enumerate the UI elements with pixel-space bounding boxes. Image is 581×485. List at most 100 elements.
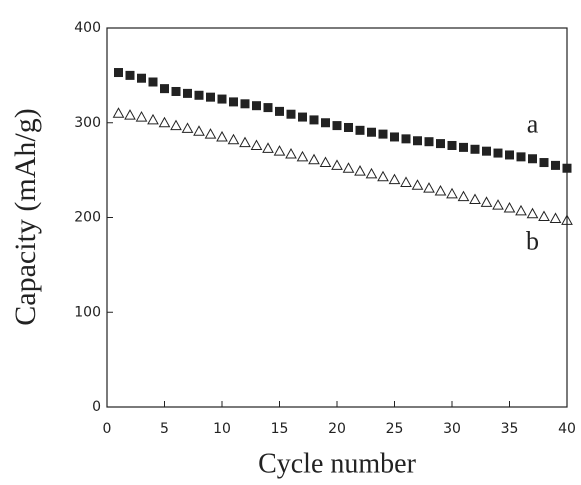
point	[147, 113, 159, 125]
point	[515, 204, 527, 216]
point	[286, 109, 296, 119]
point	[160, 84, 169, 94]
point	[183, 88, 192, 98]
point	[528, 154, 537, 164]
x-axis-title: Cycle number	[258, 448, 417, 479]
point	[135, 111, 148, 122]
point	[250, 139, 263, 150]
point	[434, 184, 447, 196]
point	[229, 97, 238, 107]
point	[538, 210, 550, 222]
x-tick-label: 10	[213, 421, 231, 437]
point	[296, 150, 309, 162]
point	[424, 137, 434, 147]
y-tick-label: 400	[74, 20, 101, 36]
point	[239, 136, 251, 148]
point	[332, 121, 342, 131]
point	[446, 187, 458, 199]
point	[411, 179, 424, 190]
point	[365, 167, 378, 179]
point	[193, 125, 205, 136]
x-tick-label: 15	[271, 421, 289, 437]
point	[526, 207, 539, 219]
point	[216, 130, 228, 142]
point	[354, 165, 366, 176]
x-tick-label: 35	[501, 421, 519, 437]
point	[170, 119, 182, 131]
point	[158, 116, 171, 128]
point	[273, 145, 286, 156]
point	[457, 190, 470, 202]
point	[480, 196, 493, 207]
point	[263, 103, 273, 113]
plot-frame	[106, 27, 568, 408]
point	[503, 201, 516, 213]
point	[390, 132, 399, 142]
point	[367, 127, 376, 137]
point	[217, 94, 227, 104]
point	[298, 112, 307, 122]
series-label: b	[526, 227, 539, 256]
point	[148, 77, 158, 87]
point	[492, 199, 504, 210]
point	[285, 147, 297, 159]
point	[124, 109, 136, 120]
point	[319, 156, 332, 168]
point	[377, 170, 389, 182]
y-axis-title: Capacity (mAh/g)	[9, 108, 42, 325]
point	[549, 212, 562, 223]
x-tick-label: 40	[558, 421, 576, 437]
series-label: a	[527, 110, 539, 139]
y-tick-label: 300	[74, 115, 101, 131]
x-tick-label: 30	[443, 421, 461, 437]
point	[400, 176, 412, 187]
point	[561, 214, 573, 225]
point	[459, 142, 468, 152]
point	[516, 152, 526, 162]
point	[309, 115, 319, 125]
x-tick-label: 20	[328, 421, 346, 437]
point	[125, 70, 135, 80]
point	[423, 182, 435, 193]
point	[388, 173, 401, 185]
point	[378, 129, 388, 139]
point	[137, 73, 146, 83]
point	[206, 92, 215, 102]
point	[469, 193, 481, 204]
x-tick-label: 25	[386, 421, 404, 437]
point	[114, 68, 123, 78]
y-tick-label: 0	[92, 399, 101, 415]
point	[194, 90, 204, 100]
point	[227, 133, 240, 145]
point	[436, 139, 445, 149]
x-tick-label: 0	[103, 421, 112, 437]
point	[112, 107, 125, 118]
point	[275, 106, 284, 116]
point	[470, 144, 480, 154]
point	[171, 86, 181, 96]
point	[539, 158, 549, 168]
point	[252, 101, 261, 111]
point	[262, 142, 274, 153]
point	[321, 118, 330, 128]
point	[447, 140, 457, 150]
y-tick-label: 100	[74, 304, 101, 320]
point	[308, 153, 320, 165]
point	[562, 163, 572, 173]
point	[355, 125, 365, 135]
point	[181, 122, 194, 133]
y-tick-label: 200	[74, 210, 101, 226]
point	[551, 160, 560, 170]
point	[240, 99, 250, 109]
point	[401, 134, 411, 144]
point	[331, 159, 343, 170]
point	[493, 148, 503, 158]
x-tick-label: 5	[160, 421, 169, 437]
point	[342, 162, 355, 173]
point	[413, 136, 422, 146]
point	[344, 122, 353, 132]
point	[204, 128, 217, 139]
point	[482, 146, 491, 156]
point	[505, 150, 514, 160]
